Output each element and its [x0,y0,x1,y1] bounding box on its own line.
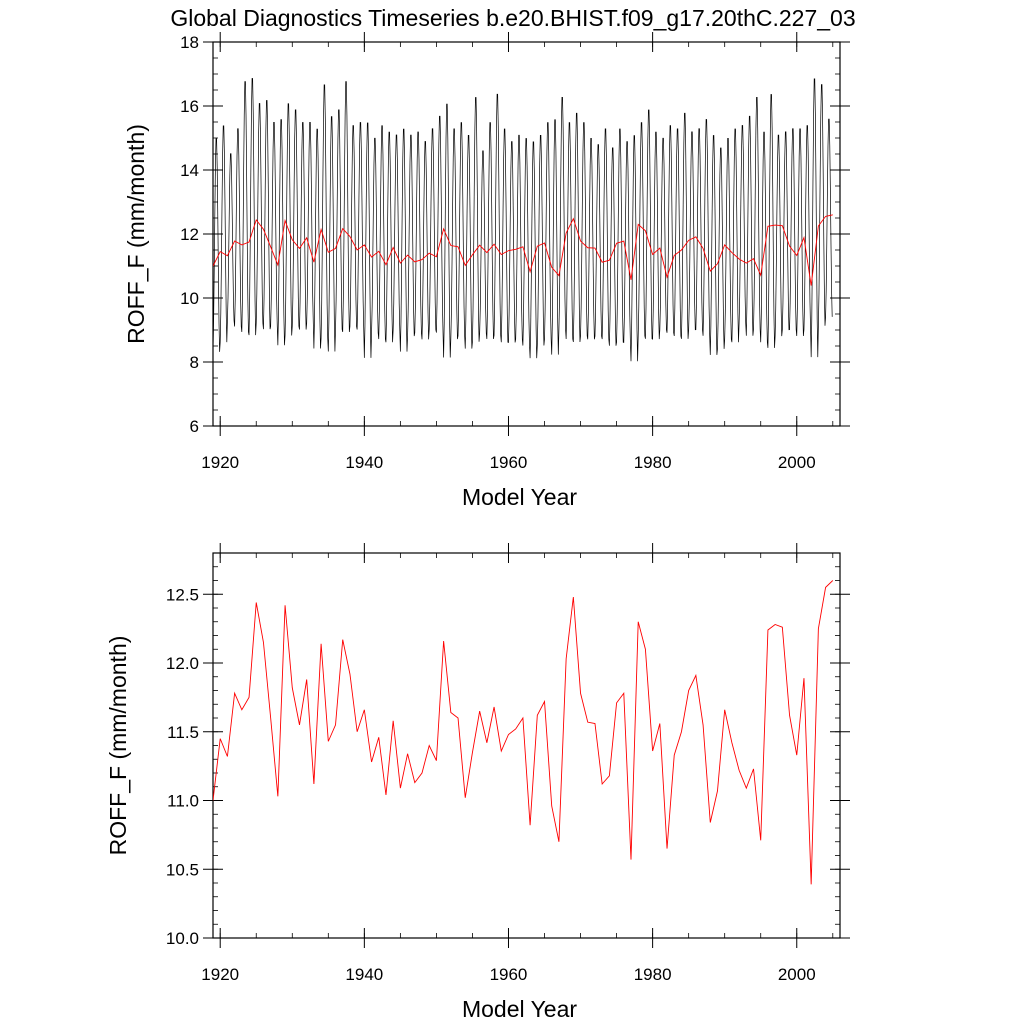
y-tick-label: 10.0 [166,929,199,948]
y-tick-label: 11.0 [167,792,199,811]
x-axis-label: Model Year [462,996,577,1022]
x-tick-label: 1960 [490,453,528,472]
y-axis-label: ROFF_F (mm/month) [105,636,131,856]
y-tick-label: 12.0 [166,654,199,673]
x-tick-label: 1920 [201,453,239,472]
x-tick-label: 1980 [634,453,672,472]
x-tick-label: 1920 [201,965,239,984]
x-axis-label: Model Year [462,484,577,510]
x-tick-label: 1940 [345,965,383,984]
x-tick-label: 2000 [778,965,816,984]
series-line-monthly [213,78,833,362]
y-tick-label: 8 [190,353,199,372]
x-tick-label: 1980 [634,965,672,984]
chart-title: Global Diagnostics Timeseries b.e20.BHIS… [170,5,855,31]
y-tick-label: 10.5 [166,860,199,879]
plot-frame [212,41,841,427]
x-tick-label: 1940 [345,453,383,472]
y-tick-label: 18 [180,33,199,52]
y-tick-label: 12 [180,225,199,244]
y-tick-label: 6 [190,417,199,436]
x-tick-label: 1960 [490,965,528,984]
series-line-annual-mean [213,580,834,885]
plot-top: 6 8 10 12 14 16 18 1920 1940 1960 1980 2000 Model Ye… [123,32,850,510]
y-tick-label: 14 [180,161,199,180]
y-axis-label: ROFF_F (mm/month) [123,124,149,344]
plot-frame [212,552,841,939]
y-tick-label: 16 [180,97,199,116]
y-tick-label: 12.5 [166,585,199,604]
x-tick-label: 2000 [778,453,816,472]
y-tick-label: 10 [180,289,199,308]
y-tick-label: 11.5 [167,723,199,742]
series-line-annual-mean [213,214,833,286]
plot-bottom: 10.0 10.5 11.0 11.5 12.0 12.5 1920 1940 1960 1980… [105,543,850,1022]
